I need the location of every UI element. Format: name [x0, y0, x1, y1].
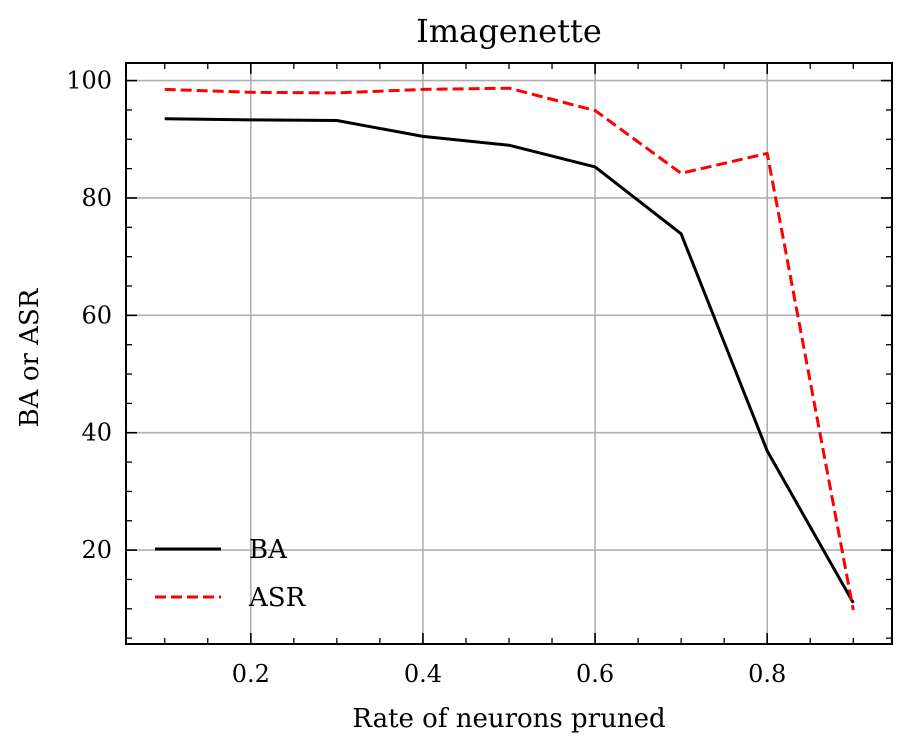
x-axis-label: Rate of neurons pruned [352, 704, 665, 734]
series-line-ba [164, 117, 855, 604]
x-tick-label: 0.2 [232, 660, 270, 688]
x-tick-label: 0.6 [576, 660, 614, 688]
series-line-asr [164, 86, 855, 611]
legend-label-asr: ASR [248, 583, 307, 613]
plot-frame [125, 62, 893, 645]
x-tick-label: 0.4 [404, 660, 442, 688]
y-axis-label: BA or ASR [15, 287, 45, 427]
grid-layer [126, 63, 892, 644]
y-tick-label: 20 [81, 536, 112, 564]
legend-label-ba: BA [249, 535, 288, 565]
y-tick-label: 60 [81, 301, 112, 329]
y-tick-label: 40 [81, 419, 112, 447]
y-tick-label: 80 [81, 184, 112, 212]
chart-title: Imagenette [416, 12, 602, 50]
legend: BA ASR [155, 535, 307, 613]
series-layer [164, 86, 855, 611]
x-tick-label: 0.8 [748, 660, 786, 688]
tick-layer: 0.2 0.4 0.6 0.8 20 40 60 80 100 [66, 63, 892, 688]
y-tick-label: 100 [66, 67, 112, 95]
